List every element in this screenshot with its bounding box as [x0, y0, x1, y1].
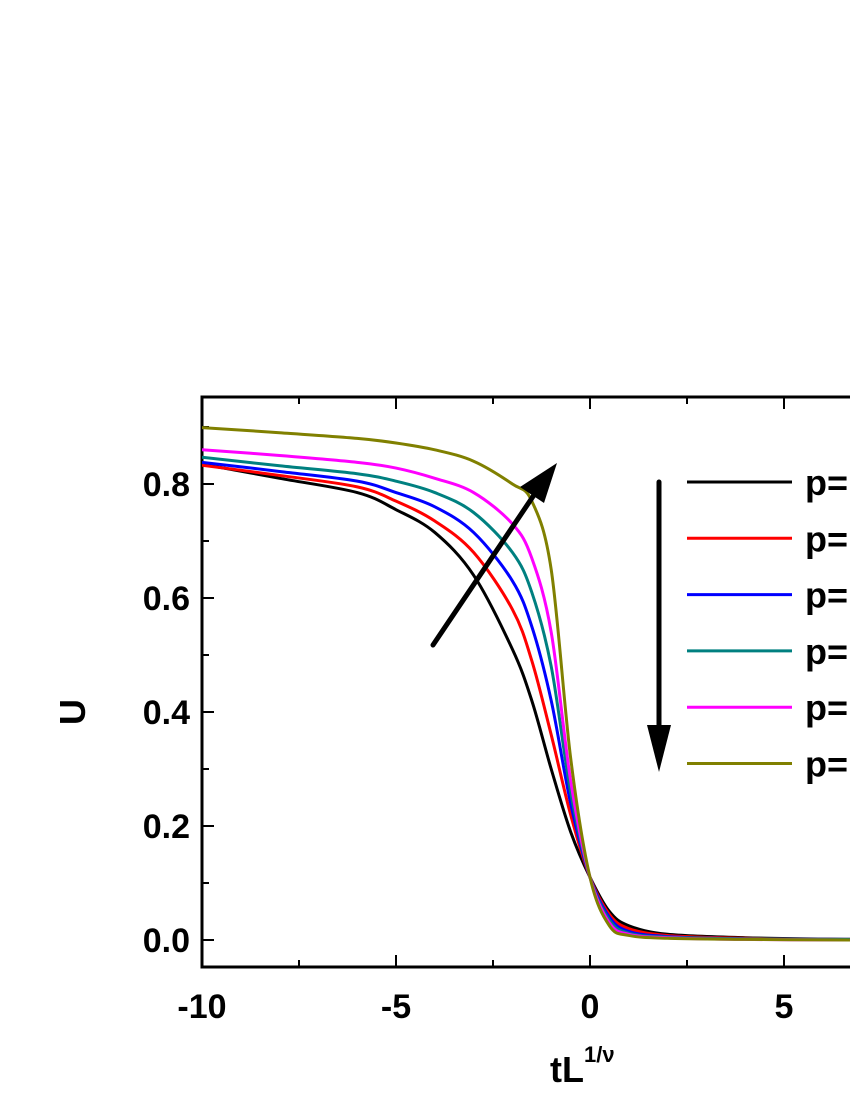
- y-tick-label: 0.0: [143, 922, 190, 960]
- x-axis-label-superscript: 1/ν: [584, 1042, 615, 1067]
- x-axis-label-main: tL: [550, 1049, 584, 1090]
- series-line-4: [202, 455, 850, 941]
- series-line-2: [202, 463, 850, 941]
- axes: -10 -5 0 5 0.0 0.2 0.4 0.6 0.8: [143, 395, 850, 1026]
- series-line-3: [202, 460, 850, 941]
- x-tick-label: -5: [381, 988, 411, 1026]
- legend-label-3: p=: [805, 575, 848, 616]
- series-line-1: [202, 462, 850, 941]
- legend-label-1: p=: [805, 462, 848, 503]
- arrow-down: [647, 479, 671, 772]
- y-axis-label: U: [52, 699, 93, 725]
- x-tick-label: -10: [177, 988, 226, 1026]
- plot-frame: [200, 395, 850, 969]
- x-tick-label: 5: [775, 988, 794, 1026]
- y-tick-label: 0.8: [143, 466, 190, 504]
- x-tick-label: 0: [581, 988, 600, 1026]
- legend-label-5: p=: [805, 687, 848, 728]
- x-axis-label: tL1/ν: [550, 1042, 615, 1090]
- y-tick-label: 0.4: [143, 694, 190, 732]
- series-line-6: [202, 426, 850, 942]
- series-lines: [202, 426, 850, 942]
- legend-label-2: p=: [805, 518, 848, 559]
- arrow-diagonal: [430, 463, 557, 648]
- legend-label-4: p=: [805, 631, 848, 672]
- series-line-5: [202, 448, 850, 942]
- y-tick-label: 0.6: [143, 580, 190, 618]
- y-tick-label: 0.2: [143, 808, 190, 846]
- legend: p= p= p= p= p= p=: [687, 462, 848, 785]
- legend-label-6: p=: [805, 744, 848, 785]
